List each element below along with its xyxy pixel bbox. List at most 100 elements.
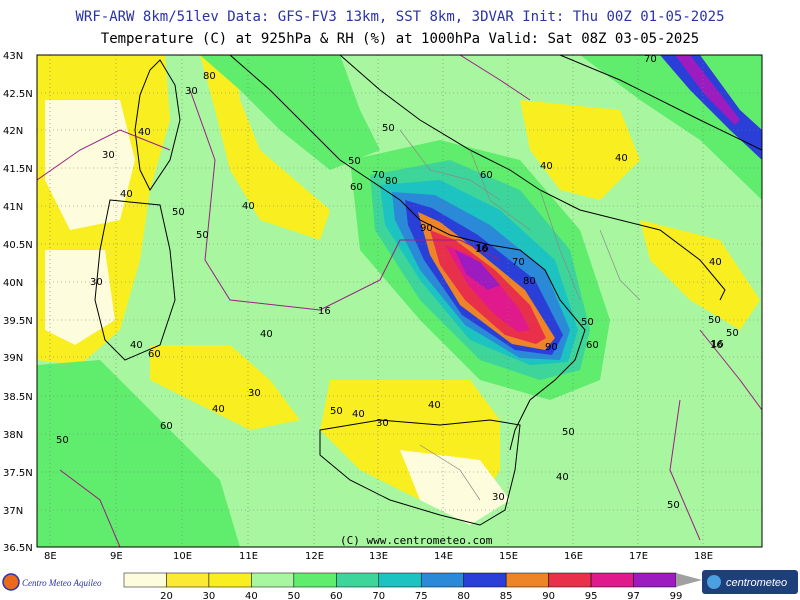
legend-swatch xyxy=(336,572,380,588)
rh-label: 40 xyxy=(130,340,143,351)
centrometeo-logo: centrometeo xyxy=(702,570,798,594)
isotherm-16-e xyxy=(59,469,121,547)
legend-tick-label: 85 xyxy=(500,591,513,600)
rh-label: 60 xyxy=(350,182,363,193)
rh-label: 16 xyxy=(476,243,489,254)
rh-label: 30 xyxy=(90,277,103,288)
logo-globe-icon xyxy=(2,573,20,591)
legend-overflow-arrow xyxy=(676,573,702,587)
rh-label: 40 xyxy=(540,161,553,172)
legend-swatch xyxy=(251,572,295,588)
lat-label: 38N xyxy=(3,430,23,441)
legend-tick-label: 30 xyxy=(203,591,216,600)
lon-label: 9E xyxy=(110,551,123,562)
lat-label: 37.5N xyxy=(3,468,33,479)
lon-label: 18E xyxy=(694,551,713,562)
rh-label: 60 xyxy=(586,340,599,351)
rh-label: 50 xyxy=(726,328,739,339)
lat-label: 42N xyxy=(3,126,23,137)
corsica-coast xyxy=(134,59,181,191)
rh-label: 40 xyxy=(242,201,255,212)
legend-swatch xyxy=(633,572,677,588)
rh-label: 30 xyxy=(185,86,198,97)
legend-swatch xyxy=(463,572,507,588)
legend-swatch xyxy=(208,572,252,588)
rh-label: 50 xyxy=(330,406,343,417)
legend-swatch xyxy=(293,572,337,588)
rh-label: 30 xyxy=(492,492,505,503)
isotherm-16-c xyxy=(699,329,762,411)
rh-band-85-adriatic xyxy=(660,55,762,160)
rh-band-99-adriatic xyxy=(675,55,740,125)
legend-tick-label: 70 xyxy=(372,591,385,600)
lon-label: 17E xyxy=(629,551,648,562)
sardinia-coast xyxy=(94,199,176,361)
balkan-coast xyxy=(559,55,762,151)
rh-label: 50 xyxy=(348,156,361,167)
legend-tick-label: 75 xyxy=(415,591,428,600)
rh-label: 70 xyxy=(372,170,385,181)
legend-tick-label: 90 xyxy=(542,591,555,600)
temp-contour-labels: 16 16 16 xyxy=(318,244,723,351)
logo-text: Centro Meteo Aquileo xyxy=(22,578,102,588)
rh-field: 80 30 40 30 40 50 50 40 50 30 40 60 60 5… xyxy=(37,54,762,547)
lon-label: 16E xyxy=(564,551,583,562)
adriatic-coast xyxy=(339,55,726,301)
rh-band-30-corsica xyxy=(45,100,135,230)
legend-swatch xyxy=(548,572,592,588)
lat-label: 40N xyxy=(3,278,23,289)
legend-swatch xyxy=(123,572,167,588)
rh-label: 50 xyxy=(581,317,594,328)
rh-label: 40 xyxy=(260,329,273,340)
rh-contour-labels: 80 30 40 30 40 50 50 40 50 30 40 60 60 5… xyxy=(56,54,739,511)
copyright-text: (C) www.centrometeo.com xyxy=(340,534,493,547)
legend-tick-label: 50 xyxy=(287,591,300,600)
rh-band-50-ionian xyxy=(520,420,620,520)
rh-label: 50 xyxy=(196,230,209,241)
isotherm-16-b xyxy=(37,129,171,181)
legend-tick-label: 40 xyxy=(245,591,258,600)
centro-meteo-aquileo-logo: Centro Meteo Aquileo xyxy=(2,573,102,591)
rh-band-40-apulia xyxy=(520,100,640,200)
rh-band-40-tyrrhenian xyxy=(150,345,300,430)
rh-band-30-sicily xyxy=(400,450,510,525)
rh-label: 60 xyxy=(480,170,493,181)
legend-swatch xyxy=(166,572,210,588)
lon-label: 14E xyxy=(434,551,453,562)
rh-label: 90 xyxy=(545,342,558,353)
isotherm-16-a xyxy=(189,89,501,311)
rh-band-60-southwest xyxy=(37,360,240,547)
lat-label: 38.5N xyxy=(3,392,33,403)
rh-label: 50 xyxy=(56,435,69,446)
legend-tick-label: 97 xyxy=(627,591,640,600)
lat-label: 36.5N xyxy=(3,543,33,554)
rh-label: 30 xyxy=(376,418,389,429)
rh-label: 90 xyxy=(420,223,433,234)
title-field-info: Temperature (C) at 925hPa & RH (%) at 10… xyxy=(100,31,700,47)
lat-label: 42.5N xyxy=(3,89,33,100)
rh-label: 80 xyxy=(203,71,216,82)
rh-label: 40 xyxy=(120,189,133,200)
rh-band-60-north xyxy=(200,55,380,170)
legend-swatch xyxy=(505,572,549,588)
rh-label: 50 xyxy=(172,207,185,218)
temp-label: 16 xyxy=(475,244,488,255)
rh-label: 70 xyxy=(644,54,657,65)
rh-label: 40 xyxy=(138,127,151,138)
isotherm-16-d xyxy=(459,55,531,101)
legend-swatch xyxy=(378,572,422,588)
lon-label: 15E xyxy=(499,551,518,562)
sicily-coast xyxy=(319,419,521,526)
rh-label: 60 xyxy=(160,421,173,432)
rh-label: 40 xyxy=(428,400,441,411)
lat-lon-grid xyxy=(37,55,762,547)
tyrrhenian-coast xyxy=(229,55,586,451)
lon-label: 13E xyxy=(369,551,388,562)
rh-label: 80 xyxy=(385,176,398,187)
isotherm-16-f xyxy=(669,399,701,541)
legend-tick-label: 80 xyxy=(457,591,470,600)
lon-label: 12E xyxy=(305,551,324,562)
rh-label: 70 xyxy=(512,257,525,268)
regional-borders xyxy=(399,129,641,501)
